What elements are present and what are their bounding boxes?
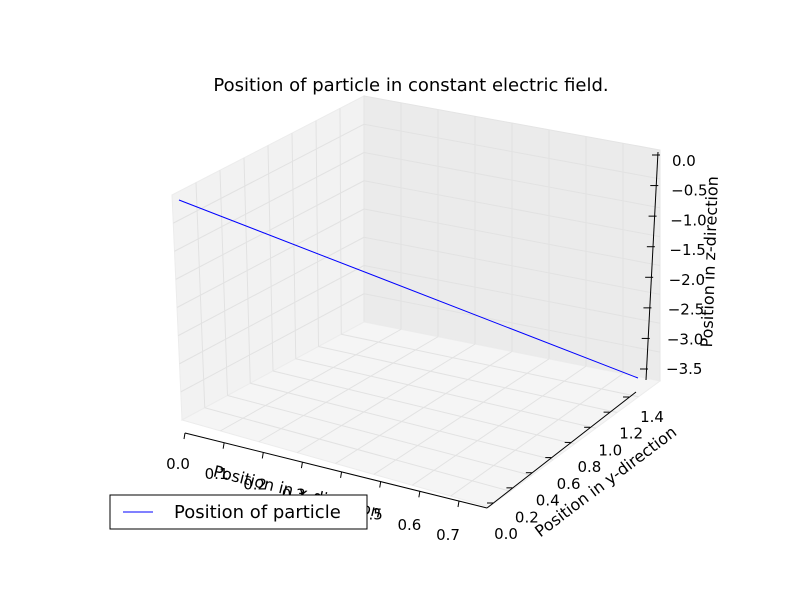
z-axis-label: Position in z-direction [697,176,722,348]
grid-line [363,293,661,353]
grid-line [272,370,575,445]
x-tick-label: 0.6 [397,516,421,534]
x-tick-mark [261,452,264,459]
x-tick-mark [183,432,186,440]
grid-line [339,108,342,335]
grid-line [291,133,297,359]
z-tick-label: −2.5 [668,301,704,319]
x-axis-line [184,432,488,509]
y-tick-label: 0.6 [557,475,581,493]
z-tick-label: −3.5 [666,360,702,378]
chart-title: Position of particle in constant electri… [213,75,608,96]
pane-floor [180,321,662,508]
z-tick-label: −1.0 [670,211,706,229]
y-axis-line [486,391,637,509]
z-axis-line [645,151,659,381]
y-tick-label: 1.4 [640,408,664,426]
grid-line [411,365,587,486]
y-tick-label: 1.0 [598,441,622,459]
grid-line [179,265,365,365]
grid-line [363,265,661,324]
grid-line [318,346,618,413]
series-line-position-of-particle [178,199,639,379]
y-tick-label: 0.4 [536,492,560,510]
x-tick-mark [222,442,225,449]
tick-marks: 0.00.10.20.30.40.50.60.70.00.20.40.60.81… [166,152,708,544]
x-tick-label: 0.2 [243,475,267,493]
y-tick-label: 1.2 [619,425,643,443]
grid-line [295,358,596,429]
x-tick-mark [457,500,460,508]
grid-line [267,145,274,372]
x-tick-mark [379,481,382,488]
grid-line [178,236,365,337]
grid-line [373,358,550,475]
x-tick-mark [418,491,421,498]
z-tick-label: −3.0 [667,330,703,348]
y-tick-label: 0.2 [515,508,539,526]
z-tick-label: −0.5 [671,182,707,200]
grid-line [341,333,639,398]
y-tick-label: 0.8 [577,458,601,476]
x-tick-label: 0.0 [166,455,190,473]
legend: Position of particle [109,494,368,530]
x-tick-mark [340,471,343,478]
x-tick-mark [300,462,303,469]
grid-line [363,236,661,295]
x-tick-label: 0.1 [205,465,229,483]
x-tick-label: 0.7 [436,526,460,544]
z-tick-label: −2.0 [669,271,705,289]
z-tick-label: −1.5 [669,241,705,259]
grid-line [315,120,319,347]
grid-line [180,293,365,393]
grid-line [450,373,624,497]
z-tick-label: 0.0 [672,152,696,170]
y-tick-label: 0.0 [494,525,518,543]
legend-label: Position of particle [174,502,341,523]
grid-lines [173,102,661,497]
series-layer [178,199,639,379]
